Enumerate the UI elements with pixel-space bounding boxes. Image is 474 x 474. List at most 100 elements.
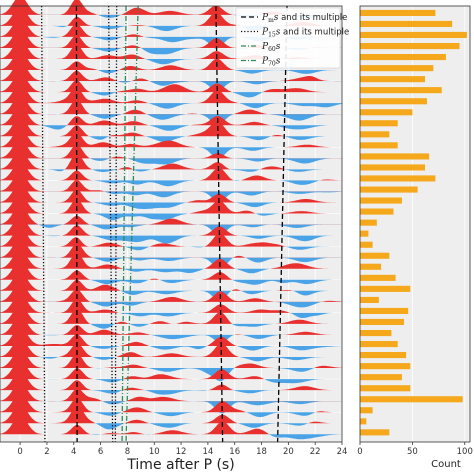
histogram-bar <box>360 164 425 171</box>
trace-positive-fill <box>0 84 342 104</box>
histogram-bar <box>360 142 398 149</box>
legend-entry: P15s and its multiple <box>241 28 349 39</box>
trace-negative-fill <box>0 379 342 384</box>
trace-negative-fill <box>0 191 342 202</box>
trace <box>0 305 342 329</box>
waveform-x-ticks: 0 2 4 6 8 10 12 14 16 18 20 22 24 <box>17 442 347 457</box>
trace-negative-fill <box>0 81 342 92</box>
trace-negative-fill <box>0 401 342 414</box>
histogram-bar <box>360 219 377 226</box>
trace <box>0 338 342 362</box>
phase-line <box>121 5 127 443</box>
trace <box>0 327 342 351</box>
trace-negative-fill <box>0 158 342 165</box>
x-tick-label: 12 <box>176 447 187 457</box>
trace <box>0 161 342 187</box>
histogram-bar <box>360 318 404 325</box>
x-tick-label: 4 <box>71 447 76 457</box>
trace <box>0 239 342 270</box>
trace <box>0 51 342 74</box>
trace-negative-fill <box>0 345 342 351</box>
histogram-bar <box>360 20 453 27</box>
trace <box>0 393 342 418</box>
trace <box>0 349 342 382</box>
histogram-bar <box>360 197 402 204</box>
phase-line <box>276 5 288 443</box>
trace-negative-fill <box>0 125 342 131</box>
trace-positive-fill <box>0 51 342 71</box>
trace-positive-fill <box>0 239 342 258</box>
trace-positive-fill <box>0 349 342 369</box>
trace <box>0 84 342 109</box>
trace <box>0 172 342 202</box>
trace-negative-fill <box>0 114 342 126</box>
legend-label: P60s <box>261 42 281 53</box>
phase-line <box>40 5 46 443</box>
legend-entries: Pms and its multiple P15s and its multipl… <box>241 13 349 68</box>
trace-negative-fill <box>0 323 342 329</box>
trace-negative-fill <box>0 103 342 109</box>
trace-negative-fill <box>0 70 342 74</box>
trace <box>0 294 342 318</box>
trace <box>0 150 342 172</box>
phase-lines <box>40 5 288 443</box>
x-tick-label: 10 <box>149 447 160 457</box>
trace-positive-fill <box>0 371 342 391</box>
trace <box>0 217 342 244</box>
trace-positive-fill <box>0 393 342 413</box>
phase-line <box>107 5 114 443</box>
legend-label: Pms and its multiple <box>261 13 347 24</box>
histogram-bar <box>360 363 411 370</box>
histogram-bar <box>360 429 390 436</box>
trace-negative-fill <box>0 268 342 274</box>
trace <box>0 139 342 165</box>
histogram-bar <box>360 252 390 259</box>
trace-negative-fill <box>0 279 342 285</box>
trace <box>0 128 342 159</box>
trace-negative-fill <box>0 290 342 302</box>
histogram-tick-label: 0 <box>357 447 362 457</box>
trace-negative-fill <box>0 423 342 430</box>
waveform-x-axis-label: Time after P (s) <box>126 457 234 473</box>
trace-positive-fill <box>0 18 342 37</box>
histogram-bar <box>360 153 430 160</box>
trace-negative-fill <box>0 257 342 270</box>
trace <box>0 195 342 221</box>
waveform-panel: 0 2 4 6 8 10 12 14 16 18 20 22 24 Time after P (s) P… <box>0 0 349 473</box>
histogram-bar <box>360 407 373 414</box>
histogram-bars <box>360 9 467 436</box>
trace-negative-fill <box>0 169 342 172</box>
phase-line <box>114 5 118 443</box>
trace-positive-fill <box>0 128 342 148</box>
histogram-bar <box>360 43 460 50</box>
trace-positive-fill <box>0 327 342 346</box>
histogram-bar <box>360 186 418 193</box>
trace-negative-fill <box>0 334 342 344</box>
trace-positive-fill <box>0 250 342 269</box>
x-tick-label: 0 <box>17 447 22 457</box>
trace-positive-fill <box>0 338 342 358</box>
trace <box>0 106 342 131</box>
trace-positive-fill <box>0 305 342 324</box>
trace-positive-fill <box>0 294 342 313</box>
histogram-tick-label: 100 <box>457 447 473 457</box>
trace-positive-fill <box>0 360 342 380</box>
histogram-bar <box>360 374 402 381</box>
histogram-bar <box>360 296 379 303</box>
trace <box>0 29 342 55</box>
histogram-bar <box>360 396 463 403</box>
x-tick-label: 22 <box>310 447 321 457</box>
trace <box>0 184 342 209</box>
trace-positive-fill <box>0 283 342 302</box>
trace-positive-fill <box>0 261 342 280</box>
histogram-bar <box>360 330 392 337</box>
trace-positive-fill <box>0 382 342 402</box>
histogram-bar <box>360 241 373 248</box>
trace-negative-fill <box>0 412 342 418</box>
histogram-bar <box>360 31 467 38</box>
trace-negative-fill <box>0 136 342 142</box>
histogram-bar <box>360 352 407 359</box>
histogram-bar <box>360 341 398 348</box>
trace-negative-fill <box>0 92 342 98</box>
